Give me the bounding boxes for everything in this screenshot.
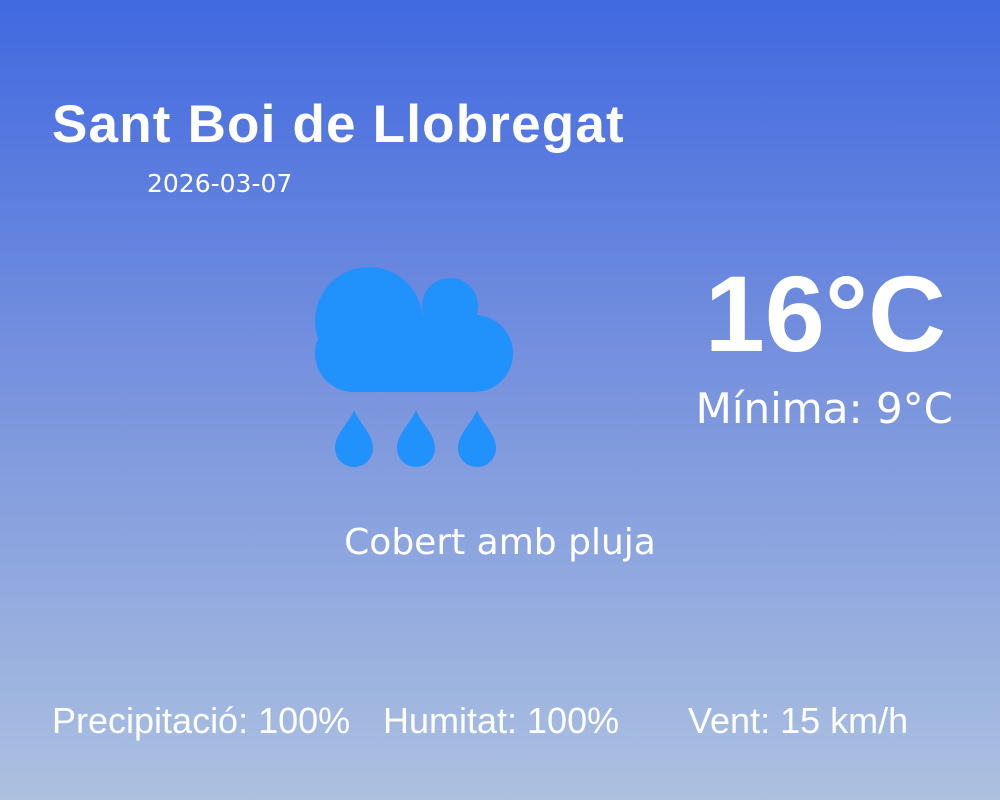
humidity-text: Humitat: 100% xyxy=(383,700,620,741)
minimum-temperature: Mínima: 9°C xyxy=(695,384,953,433)
rain-cloud-icon xyxy=(315,267,513,467)
condition-text: Cobert amb pluja xyxy=(344,522,656,563)
wind-text: Vent: 15 km/h xyxy=(688,700,909,741)
raindrop xyxy=(458,410,496,467)
location-title: Sant Boi de Llobregat xyxy=(52,95,625,154)
precipitation-text: Precipitació: 100% xyxy=(52,700,351,741)
date-label: 2026-03-07 xyxy=(147,169,293,198)
cloud-base xyxy=(315,315,513,392)
current-temperature: 16°C xyxy=(704,253,946,374)
raindrop xyxy=(335,410,373,467)
raindrop xyxy=(397,410,435,467)
